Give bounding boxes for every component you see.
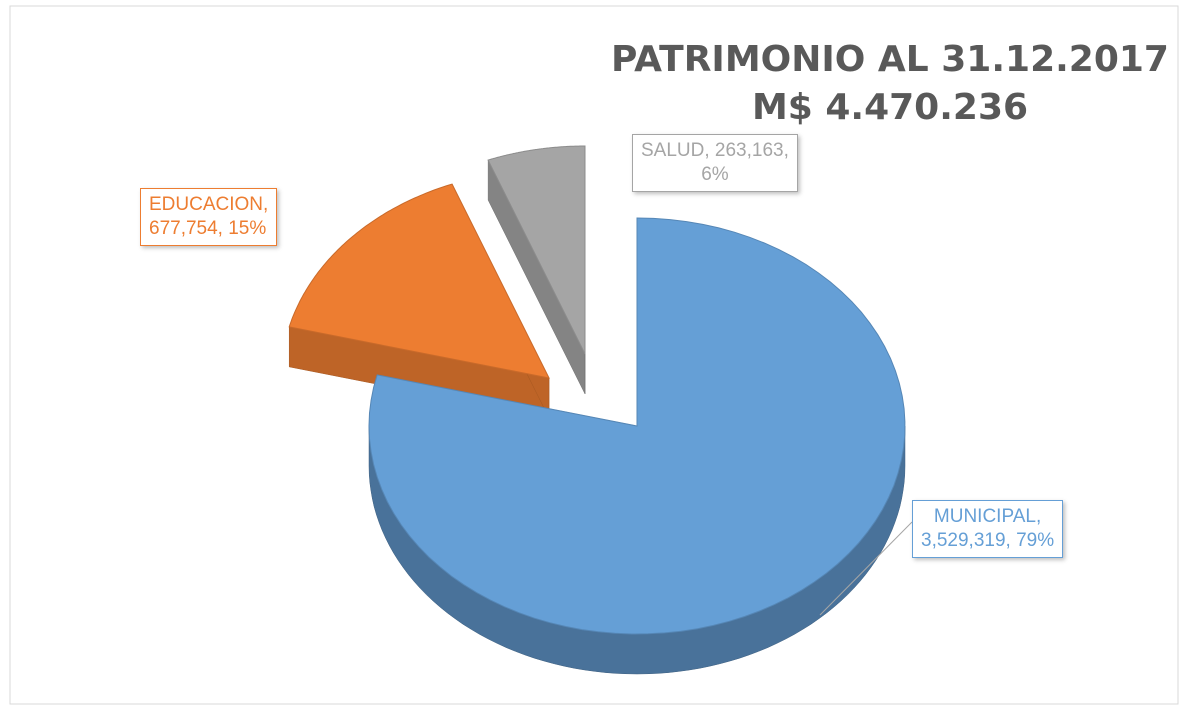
data-label-line: MUNICIPAL,: [933, 506, 1042, 527]
data-label: SALUD, 263,163, 6%: [632, 134, 798, 192]
slice: [368, 217, 906, 635]
data-label-line: SALUD, 263,163,: [641, 140, 789, 161]
title-text: M$ 4.470.236: [751, 87, 1029, 128]
data-label: MUNICIPAL, 3,529,319, 79%: [912, 500, 1064, 558]
data-label-line: 677,754, 15%: [149, 218, 267, 239]
data-label-line: 3,529,319, 79%: [921, 530, 1055, 551]
frame: [9, 5, 1179, 705]
leader-line: [819, 521, 913, 616]
data-label: EDUCACION, 677,754, 15%: [140, 188, 278, 246]
data-label-line: 6%: [701, 164, 729, 185]
title-line: PATRIMONIO AL 31.12.2017 M$ 4.470.236: [600, 36, 1180, 132]
data-label-line: EDUCACION,: [149, 194, 269, 215]
slice: [288, 183, 550, 379]
title-text: PATRIMONIO AL 31.12.2017: [611, 39, 1169, 80]
slice: [487, 145, 586, 355]
